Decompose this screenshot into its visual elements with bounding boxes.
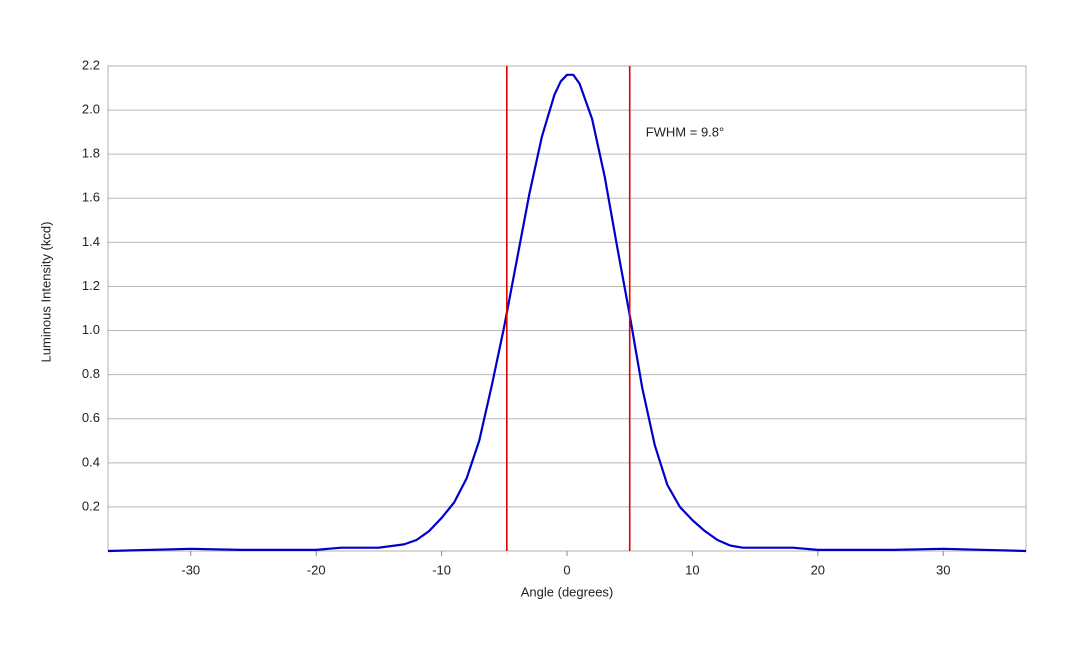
line [107,73,1027,553]
x-tick-label: 0 [563,562,570,577]
y-axis-label: Luminous Intensity (kcd) [38,222,53,363]
x-tick-label: -10 [432,562,451,577]
x-axis-label: Angle (degrees) [521,584,614,599]
y-tick-label: 0.4 [82,454,100,469]
x-tick-label: 10 [685,562,699,577]
x-tick-label: 30 [936,562,950,577]
y-tick-label: 1.6 [82,190,100,205]
annotation: FWHM = 9.8° [646,124,725,139]
y-tick-label: 0.6 [82,410,100,425]
x-tick-label: 20 [811,562,825,577]
y-tick-label: 0.2 [82,498,100,513]
y-tick-label: 2.2 [82,57,100,72]
y-tick-label: 1.8 [82,146,100,161]
y-tick-label: 0.8 [82,366,100,381]
plot-border [107,65,1027,552]
y-tick-label: 1.4 [82,234,100,249]
y-tick-label: 1.2 [82,278,100,293]
x-tick-label: -30 [181,562,200,577]
y-tick-label: 2.0 [82,102,100,117]
y-tick-label: 1.0 [82,322,100,337]
x-tick-label: -20 [307,562,326,577]
